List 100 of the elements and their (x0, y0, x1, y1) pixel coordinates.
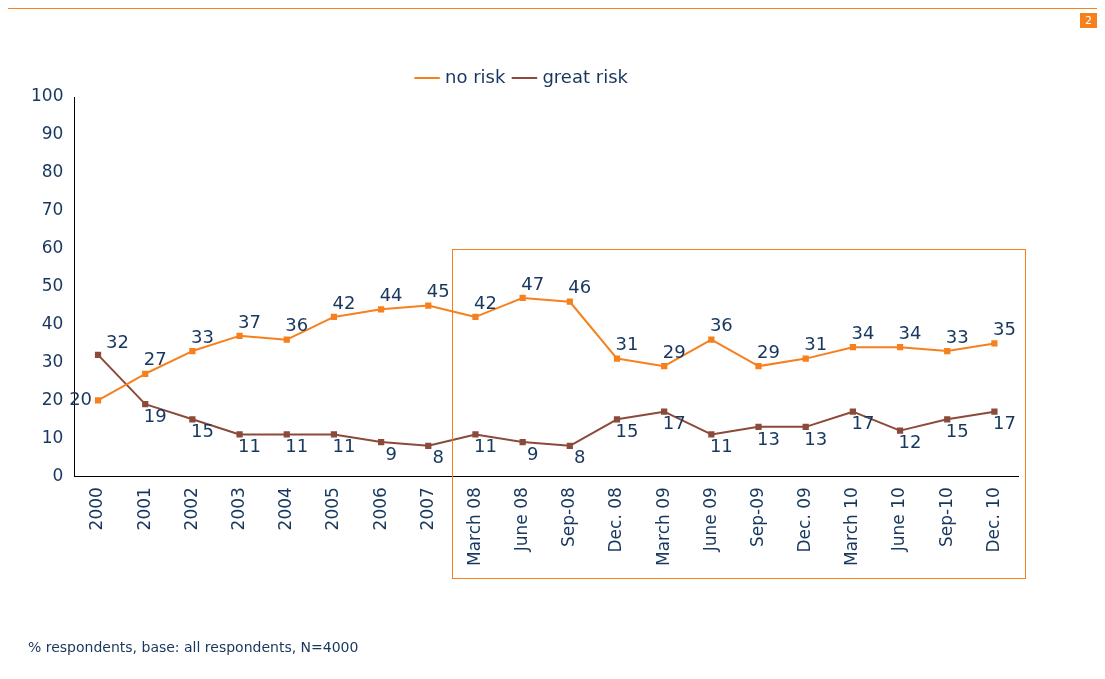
x-tick-label: 2003 (227, 487, 248, 531)
y-tick-label: 80 (41, 161, 64, 182)
point (849, 408, 856, 415)
x-tick-label: Dec. 09 (794, 487, 815, 553)
data-label: 33 (945, 325, 969, 347)
point (896, 344, 904, 351)
y-tick-label: 90 (41, 123, 64, 144)
point (566, 298, 573, 305)
x-tick-label: Dec. 10 (982, 487, 1003, 553)
point (991, 340, 998, 347)
x-tick-label: Sep-08 (558, 487, 579, 547)
point (377, 438, 385, 446)
data-label: 11 (709, 435, 733, 457)
point (519, 294, 526, 302)
point (896, 427, 904, 434)
point (142, 370, 149, 377)
point (755, 363, 762, 370)
x-tick-label: March 09 (652, 487, 673, 566)
data-label: 37 (238, 310, 262, 332)
point (708, 336, 715, 343)
data-label: 34 (851, 321, 875, 343)
point (944, 347, 951, 355)
y-tick-label: 40 (41, 312, 64, 333)
legend-label: great risk (542, 65, 629, 87)
point (425, 302, 432, 309)
point (613, 355, 621, 362)
point (236, 332, 243, 339)
data-label: 11 (474, 435, 497, 457)
point (991, 408, 998, 415)
x-tick-label: 2001 (133, 487, 154, 531)
y-tick-label: 70 (41, 199, 64, 220)
point (94, 397, 102, 404)
data-label: 15 (190, 419, 214, 441)
point (283, 431, 290, 438)
point (283, 336, 290, 343)
x-tick-label: March 10 (841, 487, 862, 566)
text: 2 (1080, 13, 1097, 28)
point (472, 431, 479, 438)
legend-label: no risk (445, 65, 506, 87)
data-label: 45 (426, 280, 450, 302)
point (661, 408, 668, 415)
point (849, 344, 856, 351)
data-label: 46 (568, 276, 592, 298)
x-tick-label: Sep-10 (935, 487, 956, 547)
text: % respondents, base: all respondents, N=4000 (28, 639, 359, 655)
data-label: 31 (804, 333, 828, 355)
data-label: 42 (332, 291, 356, 313)
data-label: 8 (574, 446, 586, 468)
data-label: 34 (898, 321, 922, 343)
data-label: 17 (992, 412, 1016, 434)
data-label: 36 (709, 314, 733, 336)
point (425, 442, 432, 449)
point (802, 355, 809, 362)
data-label: 8 (432, 446, 445, 468)
data-label: 11 (285, 435, 309, 457)
point (377, 306, 385, 313)
point (330, 431, 338, 438)
data-label: 27 (143, 348, 167, 370)
x-tick-label: Dec. 08 (605, 487, 626, 553)
x-tick-label: June 09 (699, 487, 720, 553)
data-label: 42 (474, 291, 497, 313)
data-label: 19 (143, 404, 167, 426)
data-label: 44 (379, 283, 403, 305)
y-tick-label: 50 (41, 274, 64, 295)
x-tick-label: 2000 (86, 487, 107, 531)
data-label: 11 (238, 435, 262, 457)
x-tick-label: 2004 (275, 487, 296, 531)
y-tick-label: 20 (41, 388, 64, 409)
point (944, 416, 951, 423)
x-tick-label: 2006 (369, 487, 390, 531)
data-label: 35 (992, 318, 1016, 340)
data-label: 29 (662, 340, 686, 362)
data-label: 13 (757, 427, 780, 449)
y-tick-label: 100 (30, 85, 64, 106)
point (189, 347, 196, 355)
data-label: 29 (757, 340, 780, 362)
y-tick-label: 0 (52, 464, 64, 485)
point (708, 431, 715, 438)
data-label: 11 (332, 435, 356, 457)
x-tick-label: 2005 (322, 487, 343, 531)
data-label: 47 (521, 272, 545, 294)
data-label: 36 (285, 314, 309, 336)
y-tick-label: 30 (41, 350, 64, 371)
point (661, 363, 668, 370)
point (802, 423, 809, 430)
data-label: 32 (106, 331, 129, 353)
point (94, 351, 102, 358)
data-label: 13 (804, 427, 828, 449)
data-label: 17 (662, 412, 686, 434)
data-label: 33 (190, 325, 214, 347)
point (189, 416, 196, 423)
x-tick-label: Sep-09 (746, 487, 767, 547)
x-tick-label: 2002 (180, 487, 201, 531)
point (330, 313, 338, 321)
point (613, 416, 621, 423)
data-label: 15 (945, 419, 969, 441)
x-tick-label: 2007 (416, 487, 437, 531)
data-label: 31 (615, 333, 639, 355)
data-label: 9 (385, 442, 397, 464)
data-label: 9 (526, 442, 539, 464)
